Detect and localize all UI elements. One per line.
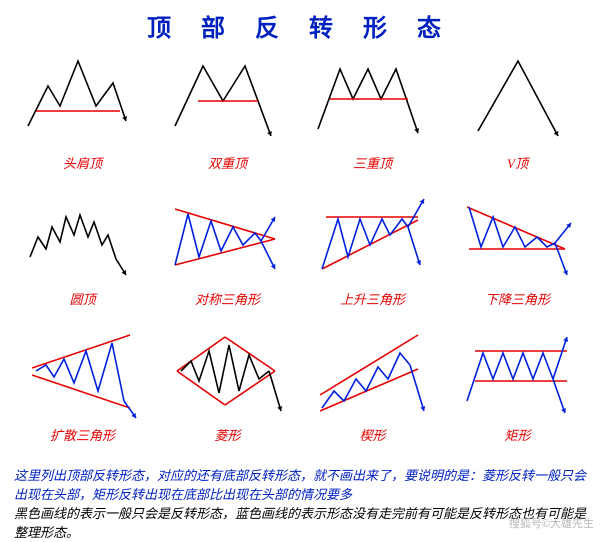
wedge-chart [308, 323, 438, 423]
pattern-symmetrical-triangle: 对称三角形 [155, 187, 300, 323]
ascending-triangle-chart [308, 187, 438, 287]
pattern-grid: 头肩顶 双重顶 三重顶 V顶圆顶 对称三角形 上升三角形 下降三角形扩散三角形 菱形 楔形 矩形 [0, 43, 600, 463]
triple-top-label: 三重顶 [353, 153, 392, 172]
pattern-rectangle: 矩形 [445, 323, 590, 459]
pattern-diamond: 菱形 [155, 323, 300, 459]
page-title: 顶 部 反 转 形 态 [0, 0, 600, 43]
pattern-broadening-triangle: 扩散三角形 [10, 323, 155, 459]
pattern-descending-triangle: 下降三角形 [445, 187, 590, 323]
broadening-triangle-chart [18, 323, 148, 423]
v-top-chart [453, 51, 583, 151]
double-top-label: 双重顶 [208, 153, 247, 172]
double-top-chart [163, 51, 293, 151]
rectangle-chart [453, 323, 583, 423]
pattern-rounding-top: 圆顶 [10, 187, 155, 323]
rounding-top-chart [18, 187, 148, 287]
pattern-ascending-triangle: 上升三角形 [300, 187, 445, 323]
pattern-head-shoulders-top: 头肩顶 [10, 51, 155, 187]
head-shoulders-top-label: 头肩顶 [63, 153, 102, 172]
v-top-label: V顶 [507, 153, 528, 172]
note-line-0: 这里列出顶部反转形态，对应的还有底部反转形态，就不画出来了，要说明的是：菱形反转… [14, 467, 586, 505]
head-shoulders-top-chart [18, 51, 148, 151]
symmetrical-triangle-label: 对称三角形 [195, 289, 260, 308]
watermark: 搜狐号©大雄先生 [509, 515, 594, 531]
broadening-triangle-label: 扩散三角形 [50, 425, 115, 444]
pattern-v-top: V顶 [445, 51, 590, 187]
pattern-wedge: 楔形 [300, 323, 445, 459]
wedge-label: 楔形 [359, 425, 385, 444]
rectangle-label: 矩形 [504, 425, 530, 444]
diamond-label: 菱形 [214, 425, 240, 444]
triple-top-chart [308, 51, 438, 151]
symmetrical-triangle-chart [163, 187, 293, 287]
ascending-triangle-label: 上升三角形 [340, 289, 405, 308]
pattern-triple-top: 三重顶 [300, 51, 445, 187]
note-line-1: 黑色画线的表示一般只会是反转形态，蓝色画线的表示形态没有走完前有可能是反转形态也… [14, 505, 586, 542]
pattern-double-top: 双重顶 [155, 51, 300, 187]
descending-triangle-label: 下降三角形 [485, 289, 550, 308]
rounding-top-label: 圆顶 [69, 289, 95, 308]
diamond-chart [163, 323, 293, 423]
descending-triangle-chart [453, 187, 583, 287]
